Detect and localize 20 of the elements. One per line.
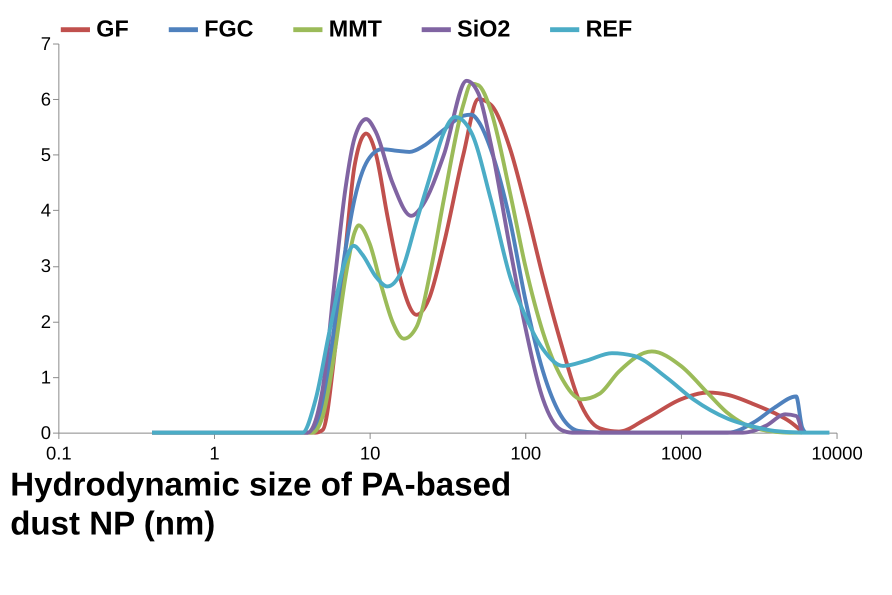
x-tick-label: 0.1: [46, 442, 72, 464]
legend-label: MMT: [328, 15, 382, 42]
y-tick-label: 7: [40, 32, 52, 54]
x-tick-label: 1: [209, 442, 220, 464]
x-tick-label: 10: [360, 442, 380, 464]
legend-label: FGC: [204, 15, 254, 42]
x-axis-title: Hydrodynamic size of PA-based dust NP (nm): [10, 466, 512, 542]
legend-label: REF: [586, 15, 632, 42]
legend-label: SiO2: [457, 15, 510, 42]
y-tick-label: 1: [40, 366, 52, 388]
y-tick-label: 4: [40, 200, 52, 221]
y-tick-label: 0: [40, 422, 52, 443]
y-tick-label: 5: [40, 144, 52, 166]
y-tick-label: 2: [40, 310, 52, 332]
legend-label: GF: [96, 15, 129, 42]
x-tick-label: 100: [510, 442, 542, 464]
y-tick-label: 6: [40, 88, 52, 110]
y-tick-label: 3: [40, 255, 52, 276]
x-tick-label: 10000: [811, 442, 863, 464]
x-tick-label: 1000: [660, 442, 702, 464]
